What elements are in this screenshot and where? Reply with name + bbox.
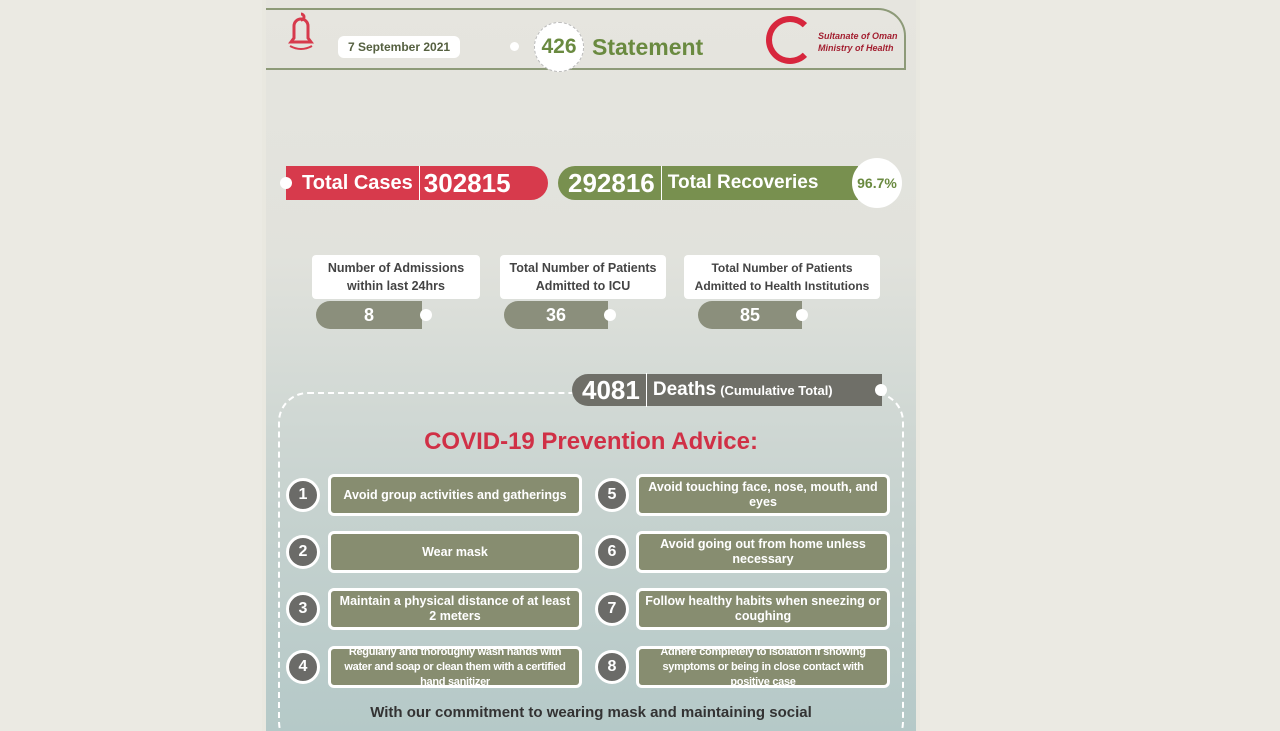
- stat-dot: [604, 309, 616, 321]
- total-recoveries-bar: 292816 Total Recoveries: [558, 166, 858, 200]
- total-recoveries-value: 292816: [568, 167, 655, 198]
- advice-number: 1: [286, 478, 320, 512]
- advice-item: Avoid group activities and gatherings: [328, 474, 582, 516]
- health-institutions-label: Total Number of Patients Admitted to Hea…: [684, 255, 880, 299]
- advice-item: Maintain a physical distance of at least…: [328, 588, 582, 630]
- advice-number: 4: [286, 650, 320, 684]
- statement-date: 7 September 2021: [338, 36, 461, 58]
- statement-label: Statement: [592, 34, 704, 60]
- total-recoveries-label: Total Recoveries: [667, 172, 819, 193]
- advice-item: Wear mask: [328, 531, 582, 573]
- deaths-note: (Cumulative Total): [720, 382, 833, 398]
- total-cases-value: 302815: [423, 167, 511, 198]
- advice-number: 2: [286, 535, 320, 569]
- statement-number: 426: [534, 22, 584, 72]
- total-cases-label: Total Cases: [302, 171, 413, 194]
- covid-statement-infographic: 7 September 2021 426 Statement Sultanate…: [266, 0, 916, 731]
- ministry-logo-text: Sultanate of Oman Ministry of Health: [818, 31, 898, 53]
- deaths-bar: 4081 Deaths (Cumulative Total): [572, 373, 882, 407]
- header-frame: [266, 8, 906, 70]
- left-margin: [0, 0, 262, 731]
- admissions-24h-value: 8: [316, 301, 422, 329]
- admissions-24h-label: Number of Admissions within last 24hrs: [312, 255, 480, 299]
- advice-number: 3: [286, 592, 320, 626]
- cases-dot: [280, 177, 292, 189]
- icu-value: 36: [504, 301, 608, 329]
- total-cases-bar: Total Cases 302815: [286, 166, 548, 200]
- advice-item: Adhere completely to isolation if showin…: [636, 646, 890, 688]
- bell-icon: [286, 12, 316, 52]
- advice-number: 5: [595, 478, 629, 512]
- deaths-dot: [875, 384, 887, 396]
- advice-item: Follow healthy habits when sneezing or c…: [636, 588, 890, 630]
- advice-item: Regularly and thoroughly wash hands with…: [328, 646, 582, 688]
- advice-number: 6: [595, 535, 629, 569]
- advice-item: Avoid touching face, nose, mouth, and ey…: [636, 474, 890, 516]
- stat-dot: [796, 309, 808, 321]
- advice-item: Avoid going out from home unless necessa…: [636, 531, 890, 573]
- icu-label: Total Number of Patients Admitted to ICU: [500, 255, 666, 299]
- ministry-logo: [766, 16, 814, 64]
- stat-dot: [420, 309, 432, 321]
- advice-number: 7: [595, 592, 629, 626]
- deaths-value: 4081: [582, 374, 640, 405]
- health-institutions-value: 85: [698, 301, 802, 329]
- advice-title: COVID-19 Prevention Advice:: [424, 428, 758, 455]
- right-margin: [920, 0, 1280, 731]
- advice-number: 8: [595, 650, 629, 684]
- recovery-rate: 96.7%: [852, 158, 902, 208]
- footer-text: With our commitment to wearing mask and …: [370, 704, 812, 721]
- connector-dot: [510, 42, 519, 51]
- deaths-label: Deaths: [652, 379, 717, 400]
